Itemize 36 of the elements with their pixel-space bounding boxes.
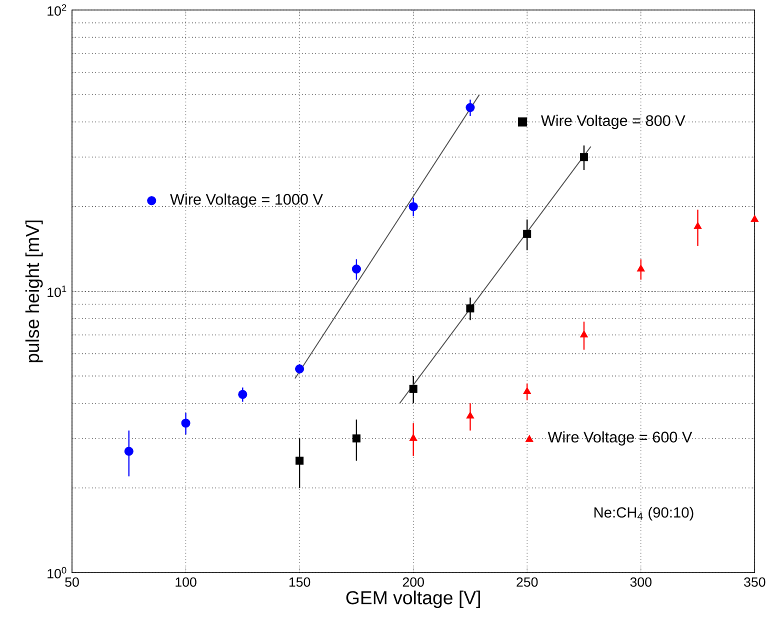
point bbox=[238, 390, 248, 399]
point bbox=[409, 434, 418, 441]
x-axis-title: GEM voltage [V] bbox=[346, 590, 480, 608]
point bbox=[694, 222, 702, 229]
x-tick-label: 350 bbox=[744, 577, 766, 587]
x-tick-label: 50 bbox=[65, 577, 79, 587]
x-tick-label: 200 bbox=[402, 577, 424, 587]
y-tick-label: 10$^{0}$ bbox=[48, 566, 66, 578]
point bbox=[636, 264, 645, 272]
point bbox=[580, 153, 588, 162]
x-tick-label: 250 bbox=[516, 577, 538, 587]
point bbox=[124, 446, 134, 456]
point bbox=[466, 412, 474, 419]
point bbox=[295, 364, 304, 374]
point bbox=[750, 214, 759, 222]
legend-label: Wire Voltage = 600 V bbox=[548, 431, 692, 446]
y-axis-title: pulse height [mV] bbox=[25, 220, 43, 362]
x-tick-label: 300 bbox=[630, 577, 652, 587]
y-tick-label: 10$^{2}$ bbox=[48, 4, 66, 16]
x-tick-label: 100 bbox=[176, 577, 196, 587]
y-tick-label: 10$^{1}$ bbox=[48, 286, 66, 298]
point bbox=[580, 330, 588, 338]
legend-label: Wire Voltage = 1000 V bbox=[170, 194, 323, 208]
point bbox=[409, 384, 418, 393]
point bbox=[181, 418, 190, 428]
x-tick-label: 150 bbox=[289, 577, 310, 587]
point bbox=[523, 387, 532, 394]
point bbox=[408, 202, 418, 212]
point bbox=[466, 103, 475, 112]
point bbox=[466, 304, 474, 312]
legend-label: Wire Voltage = 800 V bbox=[540, 114, 686, 130]
annotation: Ne:CH$_{4}$ (90:10) bbox=[594, 506, 694, 521]
point bbox=[352, 434, 360, 442]
point bbox=[296, 456, 304, 465]
point bbox=[523, 230, 532, 238]
point bbox=[352, 264, 361, 274]
